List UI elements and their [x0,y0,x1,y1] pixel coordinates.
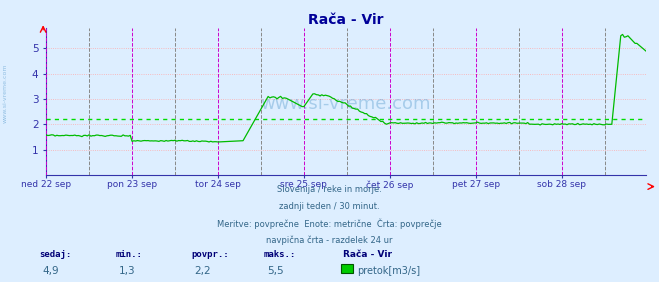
Text: navpična črta - razdelek 24 ur: navpična črta - razdelek 24 ur [266,235,393,245]
Text: 1,3: 1,3 [119,266,135,276]
Text: min.:: min.: [115,250,142,259]
Text: zadnji teden / 30 minut.: zadnji teden / 30 minut. [279,202,380,211]
Title: Rača - Vir: Rača - Vir [308,13,384,27]
Text: Slovenija / reke in morje.: Slovenija / reke in morje. [277,185,382,194]
Text: Rača - Vir: Rača - Vir [343,250,391,259]
Text: Meritve: povprečne  Enote: metrične  Črta: povprečje: Meritve: povprečne Enote: metrične Črta:… [217,219,442,229]
Text: sedaj:: sedaj: [40,250,72,259]
Text: www.si-vreme.com: www.si-vreme.com [3,63,8,123]
Text: www.si-vreme.com: www.si-vreme.com [261,95,431,113]
Text: povpr.:: povpr.: [191,250,229,259]
Text: 5,5: 5,5 [267,266,283,276]
Text: maks.:: maks.: [264,250,296,259]
Text: 2,2: 2,2 [194,266,211,276]
Text: pretok[m3/s]: pretok[m3/s] [357,266,420,276]
Text: 4,9: 4,9 [43,266,59,276]
